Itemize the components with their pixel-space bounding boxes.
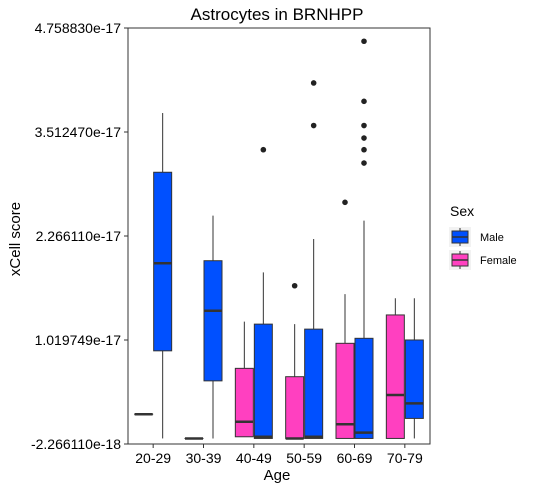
x-tick-label: 70-79	[387, 450, 423, 466]
x-tick-label: 60-69	[337, 450, 373, 466]
box-body	[285, 376, 305, 439]
box-female-50-59	[285, 282, 305, 440]
box-body	[335, 342, 355, 439]
legend-label: Male	[480, 232, 504, 244]
box-female-70-79	[385, 298, 405, 439]
box-body	[304, 328, 324, 439]
box-body	[354, 337, 374, 439]
x-tick-label: 40-49	[236, 450, 272, 466]
y-tick-label: 3.512470e-17	[35, 124, 122, 140]
legend-title: Sex	[450, 203, 474, 219]
outlier-point	[260, 146, 267, 153]
box-body	[404, 339, 424, 419]
x-tick-label: 20-29	[135, 450, 171, 466]
x-axis-title: Age	[264, 467, 291, 484]
y-tick-label: 2.266110e-17	[36, 228, 122, 244]
chart-title: Astrocytes in BRNHPP	[191, 5, 364, 24]
box-male-70-79	[404, 298, 424, 439]
plot-area	[127, 27, 431, 445]
box-body	[234, 367, 254, 438]
y-tick-label: 4.758830e-17	[35, 20, 122, 36]
outlier-point	[291, 282, 298, 289]
legend-entry-male: Male	[449, 227, 504, 247]
box-male-60-69	[354, 38, 374, 439]
y-axis-title: xCell score	[7, 202, 24, 276]
legend-entry-female: Female	[449, 250, 517, 270]
legend: Sex Male Female	[449, 203, 517, 270]
box-male-50-59	[304, 80, 324, 439]
box-body	[253, 323, 273, 439]
x-axis: 20-29 30-39 40-49 50-59 60-69 70-79	[135, 444, 423, 466]
outlier-point	[361, 98, 367, 105]
outlier-point	[361, 135, 367, 141]
box-female-40-49	[234, 321, 254, 438]
box-body	[153, 171, 173, 352]
legend-label: Female	[480, 255, 517, 267]
outlier-point	[310, 80, 317, 86]
y-tick-label: 1.019749e-17	[35, 332, 122, 348]
box-male-30-39	[203, 215, 223, 439]
box-female-60-69	[335, 199, 355, 439]
y-axis: -2.266110e-18 1.019749e-17 2.266110e-17 3.5…	[31, 20, 128, 452]
y-tick-label: -2.266110e-18	[31, 436, 121, 452]
box-body	[203, 260, 223, 382]
outlier-point	[361, 122, 367, 129]
x-tick-label: 30-39	[186, 450, 222, 466]
box-male-40-49	[253, 146, 273, 439]
outlier-point	[361, 160, 367, 166]
outlier-point	[342, 199, 348, 206]
outlier-point	[361, 38, 367, 45]
box-male-20-29	[153, 113, 173, 439]
plot-border	[127, 27, 431, 445]
box-body	[385, 314, 405, 439]
x-tick-label: 50-59	[286, 450, 322, 466]
outlier-point	[310, 122, 317, 129]
outlier-point	[361, 146, 367, 153]
